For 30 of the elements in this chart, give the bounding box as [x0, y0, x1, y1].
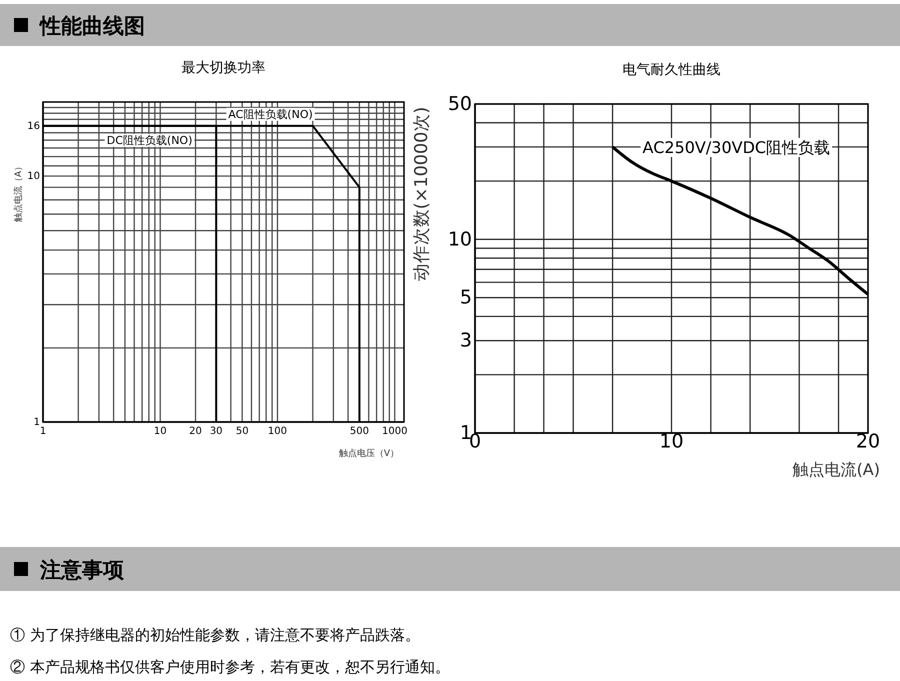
chart-title: 最大切换功率 [182, 60, 266, 76]
y-tick-label: 5 [460, 286, 472, 309]
y-axis-title: 动作次数(×10000次) [412, 106, 432, 282]
x-tick-label: 0 [468, 430, 482, 452]
y-tick-label: 3 [460, 330, 472, 352]
series-label: AC阻性负载(NO) [228, 108, 313, 121]
text: ② 本产品规格书仅供客户使用时参考，若有更改，恕不另行通知。 [10, 658, 450, 676]
series-label: DC阻性负载(NO) [106, 134, 192, 147]
x-tick-label: 10 [154, 426, 167, 437]
y-axis-title: 触点电流（A） [13, 162, 24, 222]
y-tick-label: 10 [448, 228, 472, 250]
y-tick-label: 1 [34, 417, 40, 428]
x-tick-label: 30 [210, 426, 223, 437]
x-tick-label: 50 [236, 426, 249, 437]
text: 性能曲线图 [38, 14, 145, 38]
x-tick-label: 20 [856, 430, 880, 452]
x-tick-label: 500 [350, 426, 369, 437]
text: 注意事项 [39, 558, 124, 582]
x-tick-label: 20 [189, 426, 202, 437]
x-tick-label: 1000 [382, 426, 408, 437]
x-axis-title: 触点电压（V） [338, 448, 399, 459]
y-tick-label: 16 [27, 121, 40, 132]
y-tick-label: 50 [448, 93, 472, 116]
text: ① 为了保持继电器的初始性能参数，请注意不要将产品跌落。 [10, 626, 420, 644]
x-tick-label: 100 [268, 426, 288, 437]
series-label: AC250V/30VDC阻性负载 [642, 138, 830, 157]
x-tick-label: 10 [659, 430, 684, 452]
x-axis-title: 触点电流(A) [792, 460, 880, 479]
y-tick-label: 10 [27, 171, 40, 182]
chart-title: 电气耐久性曲线 [622, 62, 720, 78]
